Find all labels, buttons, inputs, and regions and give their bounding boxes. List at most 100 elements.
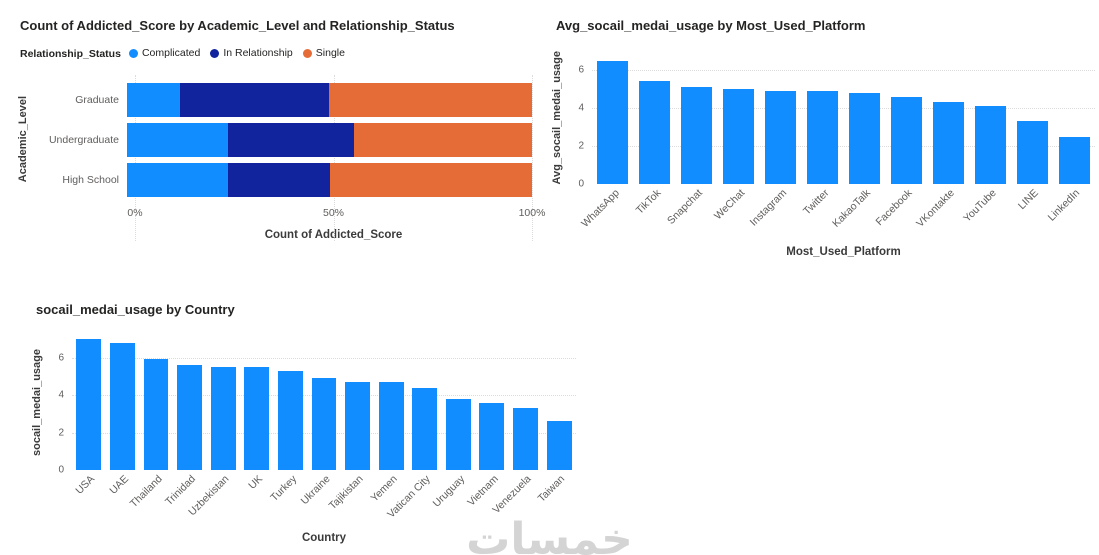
x-category-labels: WhatsApp TikTok Snapchat WeChat Instagram Twi… [579,184,1095,246]
bar-tajikistan[interactable] [345,381,370,470]
bar-slot [408,335,442,470]
legend-label: Complicated [141,47,201,59]
bar-kakaotalk[interactable] [848,92,880,184]
y-axis-label-container: Academic_Level [14,83,32,197]
y-tick-label: 4 [578,102,584,114]
bar-youtube[interactable] [974,106,1006,184]
bar-taiwan[interactable] [546,421,572,470]
bar-segment-single[interactable] [329,82,532,117]
bar-usa[interactable] [76,338,102,470]
bar-trinidad[interactable] [177,365,202,470]
bar-vietnam[interactable] [479,402,505,470]
bar-segment-single[interactable] [353,122,532,157]
bar-snapchat[interactable] [681,87,713,184]
legend-title: Relationship_Status [20,47,121,60]
bar-segment-in-relationship[interactable] [179,82,330,117]
x-category-label-slot: Tajikistan [327,470,375,532]
bar-thailand[interactable] [143,359,169,470]
y-tick-label: 0 [578,178,584,190]
legend-label: In Relationship [223,47,293,59]
bar-slot [760,51,802,184]
gridline [592,108,1095,109]
x-category-label-slot: USA [72,470,106,532]
plot-area: Graduate Undergraduate High School 0% 50% 10… [32,74,545,241]
bar-slot [374,335,408,470]
y-tick-label: 2 [58,427,64,438]
x-category-label: UK [246,473,266,492]
bar-vkontakte[interactable] [932,102,964,184]
legend-item[interactable]: In Relationship [210,47,293,59]
bar-slot [634,51,676,184]
x-category-label-slot: Uzbekistan [186,470,240,532]
bar-uruguay[interactable] [445,398,471,470]
gridline [592,146,1095,147]
x-axis-label: Most_Used_Platform [786,246,901,258]
x-category-label: WhatsApp [578,187,622,230]
bar-rows: Graduate Undergraduate High School [32,82,534,197]
bar-segment-complicated[interactable] [127,82,180,117]
bar-slot [592,51,634,184]
bar-segment-in-relationship[interactable] [228,162,330,197]
bar-whatsapp[interactable] [597,60,629,184]
bar-slot [676,51,718,184]
bar-slot [106,335,140,470]
bar-ukraine[interactable] [311,378,337,470]
bar-slot [274,335,308,470]
bar-slot [1011,51,1053,184]
gridline [333,74,335,241]
bar-instagram[interactable] [765,90,797,184]
legend-label: Single [315,47,345,59]
x-tick-label: 100% [518,206,546,219]
bar-row: Graduate [32,82,534,117]
bars-area [592,51,1095,184]
bar-slot [139,335,173,470]
bar-yemen[interactable] [378,381,404,470]
bar-venezuela[interactable] [513,408,538,470]
x-tick-label: 0% [127,206,143,219]
chart-title: socail_medai_usage by Country [36,302,235,317]
bar-vatican-city[interactable] [412,387,438,470]
platform-chart-card: Avg_socail_medai_usage by Most_Used_Plat… [548,12,1095,258]
x-tick-label: 50% [322,206,345,219]
bar-segment-in-relationship[interactable] [228,122,354,157]
bar-wechat[interactable] [723,89,755,184]
legend-items: Complicated In Relationship Single [128,47,355,61]
x-axis-ticks: 0% 50% 100% [127,206,545,221]
bar-segment-single[interactable] [329,162,532,197]
bar-tiktok[interactable] [639,81,671,184]
category-label: Graduate [75,93,119,106]
gridline [592,70,1095,71]
legend-item[interactable]: Complicated [128,47,201,59]
x-category-label: Twitter [800,187,832,218]
x-category-label-slot: Snapchat [665,184,718,246]
bar-turkey[interactable] [277,370,303,470]
bar-slot [927,51,969,184]
bar-facebook[interactable] [890,96,922,184]
y-axis-label: Avg_socail_medai_usage [551,50,563,185]
bar-slot [307,335,341,470]
bar-slot [240,335,274,470]
bar-segment-complicated[interactable] [127,122,229,157]
bar-twitter[interactable] [807,90,839,184]
country-chart-card: socail_medai_usage by Country socail_med… [28,296,576,544]
gridline [135,74,136,241]
bar-uae[interactable] [109,342,135,470]
legend-item[interactable]: Single [302,47,345,59]
bar-segment-complicated[interactable] [127,162,229,197]
bar-uzbekistan[interactable] [210,366,236,470]
bar-track [127,162,532,197]
stacked-bar-chart: Academic_Level Graduate Undergraduate High… [14,74,545,241]
bar-slot [844,51,886,184]
x-category-label: WeChat [712,187,748,223]
bar-track [127,82,532,117]
bar-slot [442,335,476,470]
bar-uk[interactable] [244,366,270,470]
bar-row: High School [32,162,534,197]
x-category-label: LINE [1015,187,1041,212]
bar-linkedin[interactable] [1058,136,1090,184]
y-tick-label: 6 [58,352,64,363]
bar-line[interactable] [1016,121,1048,184]
y-tick-label: 4 [58,389,64,401]
